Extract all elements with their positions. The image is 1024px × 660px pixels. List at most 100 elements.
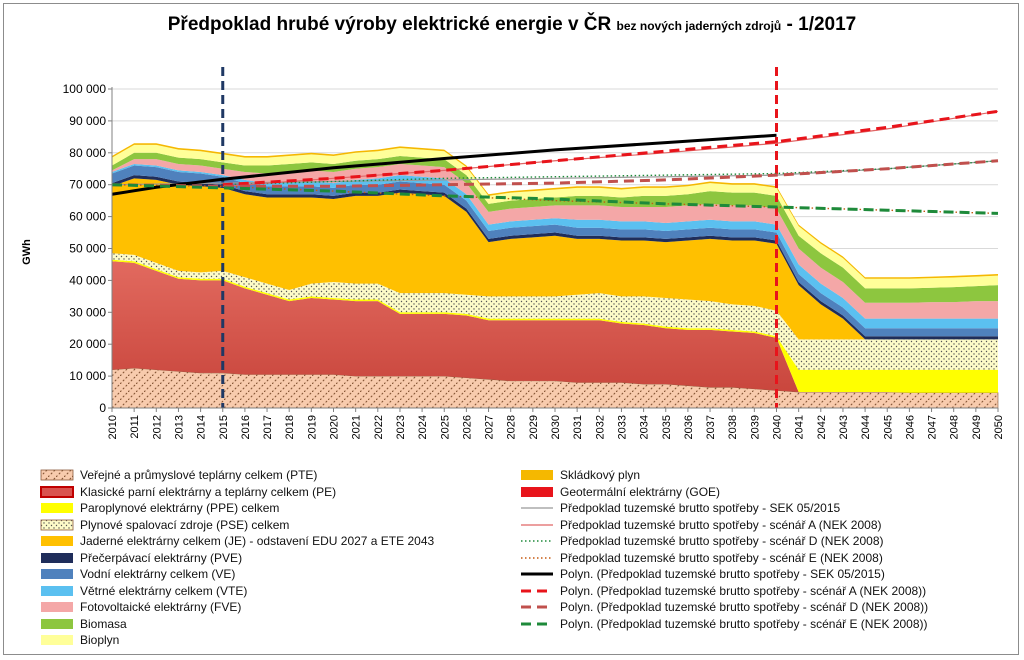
area-series-11 — [112, 144, 998, 289]
x-tick-label: 2039 — [749, 415, 761, 439]
legend-item: Polyn. (Předpoklad tuzemské brutto spotř… — [520, 598, 928, 616]
x-tick-label: 2012 — [151, 415, 163, 439]
legend-label: Polyn. (Předpoklad tuzemské brutto spotř… — [560, 567, 885, 581]
legend-item: Předpoklad tuzemské brutto spotřeby - SE… — [520, 499, 840, 517]
y-tick-label: 100 000 — [63, 82, 107, 96]
y-tick-label: 60 000 — [69, 210, 106, 224]
title-sub: bez nových jaderných zdrojů — [616, 19, 782, 33]
legend-item: Vodní elektrárny celkem (VE) — [40, 565, 235, 583]
y-tick-label: 80 000 — [69, 146, 106, 160]
legend-swatch — [521, 523, 553, 526]
x-tick-label: 2017 — [262, 415, 274, 439]
legend-label: Přečerpávací elektrárny (PVE) — [80, 550, 243, 565]
x-tick-label: 2033 — [616, 415, 628, 439]
y-tick-label: 10 000 — [69, 369, 106, 383]
legend-label: Paroplynové elektrárny (PPE) celkem — [80, 501, 280, 515]
legend-item: Jaderné elektrárny celkem (JE) - odstave… — [40, 532, 434, 550]
legend-label: Klasické parní elektrárny a teplárny cel… — [80, 484, 337, 499]
x-tick-label: 2028 — [506, 415, 518, 439]
legend-item: Polyn. (Předpoklad tuzemské brutto spotř… — [520, 582, 926, 600]
y-tick-label: 90 000 — [69, 114, 106, 128]
legend-label: Větrné elektrárny celkem (VTE) — [80, 583, 248, 598]
x-tick-label: 2010 — [107, 415, 119, 439]
line-series-7 — [111, 183, 999, 215]
x-tick-label: 2021 — [351, 415, 363, 439]
y-tick-label: 70 000 — [69, 178, 106, 192]
x-tick-labels: 2010 2011 2012 2013 2014 2015 2016 2017 2018 2019… — [107, 408, 1005, 439]
legend-item: Klasické parní elektrárny a teplárny cel… — [40, 483, 336, 501]
line-series-6 — [111, 159, 999, 188]
x-tick-label: 2044 — [860, 415, 872, 439]
x-tick-label: 2041 — [794, 415, 806, 439]
x-tick-label: 2032 — [594, 415, 606, 439]
x-tick-label: 2050 — [993, 415, 1005, 439]
legend-swatch — [41, 503, 73, 513]
x-tick-label: 2020 — [329, 415, 341, 439]
legend-label: Předpoklad tuzemské brutto spotřeby - sc… — [560, 550, 883, 565]
area-series-1 — [112, 261, 998, 393]
title-suffix: - 1/2017 — [781, 14, 857, 35]
x-tick-label: 2031 — [572, 415, 584, 439]
legend-label: Předpoklad tuzemské brutto spotřeby - SE… — [560, 501, 841, 515]
legend-swatch — [521, 605, 553, 609]
x-tick-label: 2036 — [683, 415, 695, 439]
legend-label: Bioplyn — [80, 633, 120, 647]
legend-item: Předpoklad tuzemské brutto spotřeby - sc… — [520, 549, 883, 567]
legend-label: Biomasa — [80, 616, 127, 631]
y-tick-label: 20 000 — [69, 337, 106, 351]
legend-swatch — [40, 519, 74, 530]
x-tick-label: 2035 — [661, 415, 673, 439]
area-series-4 — [112, 253, 998, 370]
legend-label: Předpoklad tuzemské brutto spotřeby - sc… — [560, 517, 882, 532]
area-series-3 — [112, 259, 998, 393]
x-tick-label: 2029 — [528, 415, 540, 439]
y-axis-label: GWh — [21, 239, 33, 265]
x-tick-label: 2025 — [439, 415, 451, 439]
legend-item: Bioplyn — [40, 631, 119, 649]
x-tick-label: 2019 — [306, 415, 318, 439]
legend-swatch — [521, 572, 553, 576]
legend-item: Fotovoltaické elektrárny (FVE) — [40, 598, 241, 616]
legend-item: Paroplynové elektrárny (PPE) celkem — [40, 499, 279, 517]
legend-swatch — [521, 470, 553, 480]
x-tick-label: 2015 — [218, 415, 230, 439]
x-tick-label: 2046 — [904, 415, 916, 439]
legend-swatch — [41, 602, 73, 612]
legend-item: Plynové spalovací zdroje (PSE) celkem — [40, 516, 289, 534]
legend-label: Polyn. (Předpoklad tuzemské brutto spotř… — [560, 616, 928, 631]
x-tick-label: 2047 — [927, 415, 939, 439]
x-tick-label: 2013 — [173, 415, 185, 439]
line-series-5 — [222, 109, 999, 187]
legend-swatch — [521, 556, 553, 559]
legend-label: Geotermální elektrárny (GOE) — [560, 484, 721, 499]
x-tick-label: 2045 — [882, 415, 894, 439]
title-main: Předpoklad hrubé výroby elektrické energ… — [167, 14, 612, 35]
legend-swatch — [41, 635, 73, 645]
x-tick-label: 2049 — [971, 415, 983, 439]
legend-item: Skládkový plyn — [520, 466, 640, 484]
legend-swatch — [40, 485, 74, 498]
x-tick-label: 2022 — [373, 415, 385, 439]
legend-item: Veřejné a průmyslové teplárny celkem (PT… — [40, 466, 317, 484]
x-tick-label: 2038 — [727, 415, 739, 439]
legend-swatch — [521, 622, 553, 625]
legend-swatch — [521, 486, 553, 497]
legend-swatch — [40, 469, 74, 481]
legend-item: Biomasa — [40, 615, 127, 633]
legend-label: Polyn. (Předpoklad tuzemské brutto spotř… — [560, 600, 929, 614]
legend-swatch — [41, 536, 73, 546]
x-tick-label: 2011 — [129, 415, 141, 439]
legend-swatch — [521, 507, 553, 509]
x-tick-label: 2018 — [284, 415, 296, 439]
y-tick-label: 30 000 — [69, 305, 106, 319]
legend-swatch — [41, 552, 73, 563]
x-tick-label: 2023 — [395, 415, 407, 439]
legend-label: Fotovoltaické elektrárny (FVE) — [80, 600, 242, 614]
legend-label: Polyn. (Předpoklad tuzemské brutto spotř… — [560, 583, 927, 598]
y-tick-label: 50 000 — [69, 242, 106, 256]
legend-item: Předpoklad tuzemské brutto spotřeby - sc… — [520, 532, 883, 550]
x-tick-label: 2030 — [550, 415, 562, 439]
y-tick-label: 0 — [99, 401, 106, 415]
x-tick-label: 2014 — [196, 415, 208, 439]
x-tick-label: 2048 — [949, 415, 961, 439]
